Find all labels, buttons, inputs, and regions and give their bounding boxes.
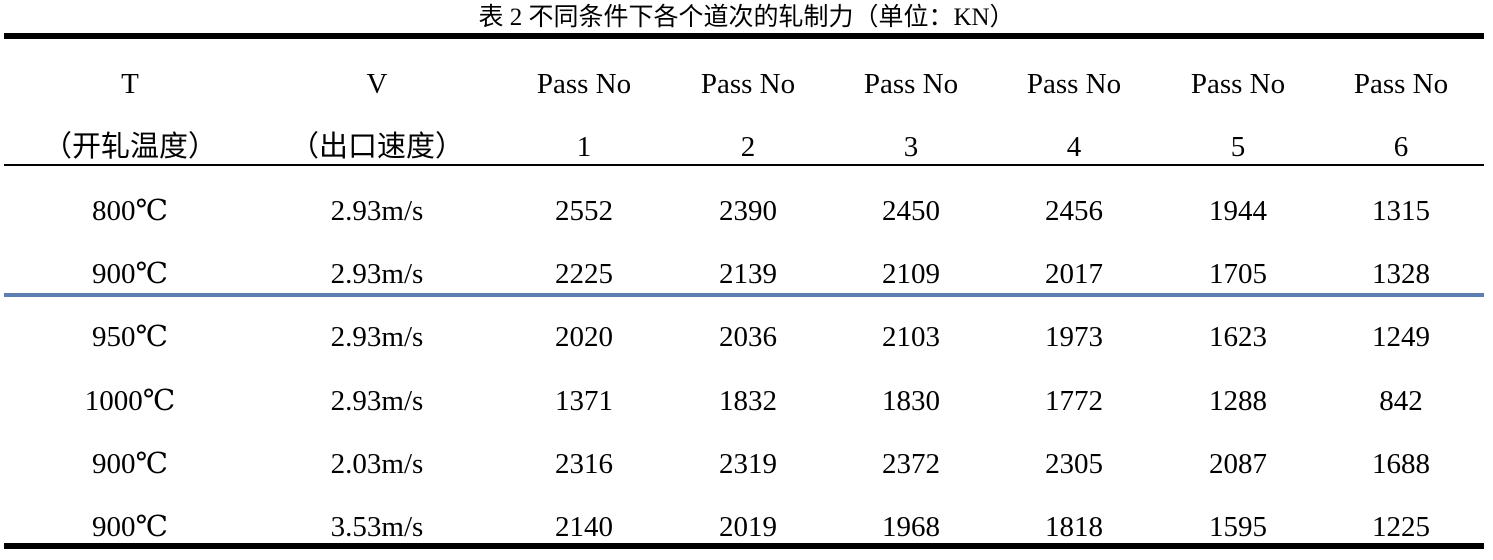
pass-5-cell: 1944 (1209, 195, 1267, 227)
separator-line (4, 293, 1484, 297)
pass-2-cell: 1832 (719, 385, 777, 417)
table-title: 表 2 不同条件下各个道次的轧制力（单位：KN） (478, 4, 1015, 31)
pass-3-cell: 2450 (882, 195, 940, 227)
temperature-cell: 950℃ (92, 321, 168, 353)
temperature-cell: 900℃ (92, 258, 168, 290)
temperature-cell: （开轧温度） (42, 131, 217, 163)
table-row: 900℃ 3.53m/s 2140 2019 1968 1818 1595 1225 (0, 507, 1493, 547)
pass-1-cell: 2140 (555, 511, 613, 543)
pass-3-cell: 2103 (882, 321, 940, 353)
speed-cell: V (366, 68, 388, 100)
pass-5-cell: 2087 (1209, 448, 1267, 480)
pass-3-cell: 1830 (882, 385, 940, 417)
temperature-cell: 1000℃ (84, 385, 176, 417)
pass-2-cell: 2036 (719, 321, 777, 353)
pass-6-cell: Pass No (1353, 68, 1449, 100)
pass-4-cell: 1818 (1045, 511, 1103, 543)
pass-4-cell: 4 (1066, 131, 1082, 163)
speed-cell: （出口速度） (289, 131, 464, 163)
speed-cell: 2.93m/s (330, 385, 424, 417)
pass-6-cell: 1249 (1372, 321, 1430, 353)
temperature-cell: 900℃ (92, 511, 168, 543)
pass-1-cell: Pass No (536, 68, 632, 100)
pass-2-cell: 2139 (719, 258, 777, 290)
temperature-cell: T (121, 68, 139, 100)
temperature-cell: 800℃ (92, 195, 168, 227)
pass-4-cell: 2017 (1045, 258, 1103, 290)
pass-2-cell: 2319 (719, 448, 777, 480)
header-row-2: （开轧温度） （出口速度） 1 2 3 4 5 6 (0, 127, 1493, 167)
pass-2-cell: 2390 (719, 195, 777, 227)
pass-4-cell: 1973 (1045, 321, 1103, 353)
speed-cell: 2.93m/s (330, 195, 424, 227)
pass-5-cell: 5 (1230, 131, 1246, 163)
pass-6-cell: 1315 (1372, 195, 1430, 227)
speed-cell: 2.93m/s (330, 258, 424, 290)
pass-4-cell: 2305 (1045, 448, 1103, 480)
table-row: 950℃ 2.93m/s 2020 2036 2103 1973 1623 1249 (0, 317, 1493, 357)
pass-4-cell: 2456 (1045, 195, 1103, 227)
pass-6-cell: 1328 (1372, 258, 1430, 290)
speed-cell: 3.53m/s (330, 511, 424, 543)
table-row: 800℃ 2.93m/s 2552 2390 2450 2456 1944 1315 (0, 191, 1493, 231)
pass-6-cell: 1688 (1372, 448, 1430, 480)
pass-1-cell: 2020 (555, 321, 613, 353)
pass-3-cell: 2372 (882, 448, 940, 480)
pass-3-cell: 3 (903, 131, 919, 163)
header-rule (4, 164, 1484, 166)
header-row-1: T V Pass No Pass No Pass No Pass No Pass No Pas… (0, 64, 1493, 104)
pass-4-cell: Pass No (1026, 68, 1122, 100)
pass-1-cell: 1 (576, 131, 592, 163)
pass-2-cell: 2019 (719, 511, 777, 543)
speed-cell: 2.93m/s (330, 321, 424, 353)
pass-1-cell: 2316 (555, 448, 613, 480)
bottom-rule (4, 543, 1484, 549)
pass-3-cell: 2109 (882, 258, 940, 290)
table-row: 1000℃ 2.93m/s 1371 1832 1830 1772 1288 842 (0, 381, 1493, 421)
pass-1-cell: 1371 (555, 385, 613, 417)
pass-5-cell: 1595 (1209, 511, 1267, 543)
pass-1-cell: 2225 (555, 258, 613, 290)
pass-5-cell: 1288 (1209, 385, 1267, 417)
pass-6-cell: 842 (1379, 385, 1423, 417)
speed-cell: 2.03m/s (330, 448, 424, 480)
pass-5-cell: 1623 (1209, 321, 1267, 353)
temperature-cell: 900℃ (92, 448, 168, 480)
pass-2-cell: 2 (740, 131, 756, 163)
pass-3-cell: Pass No (863, 68, 959, 100)
pass-6-cell: 6 (1393, 131, 1409, 163)
pass-6-cell: 1225 (1372, 511, 1430, 543)
table-row: 900℃ 2.03m/s 2316 2319 2372 2305 2087 1688 (0, 444, 1493, 484)
pass-5-cell: 1705 (1209, 258, 1267, 290)
top-rule (4, 33, 1484, 39)
pass-1-cell: 2552 (555, 195, 613, 227)
pass-5-cell: Pass No (1190, 68, 1286, 100)
table-row: 900℃ 2.93m/s 2225 2139 2109 2017 1705 1328 (0, 254, 1493, 294)
pass-4-cell: 1772 (1045, 385, 1103, 417)
pass-3-cell: 1968 (882, 511, 940, 543)
pass-2-cell: Pass No (700, 68, 796, 100)
